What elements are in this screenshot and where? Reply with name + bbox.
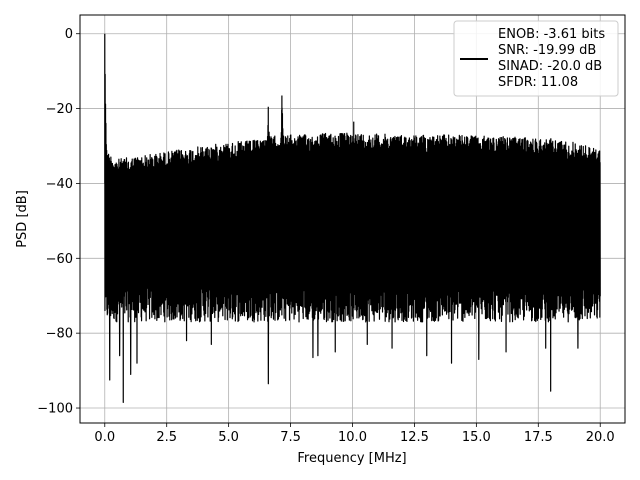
psd-line	[104, 33, 601, 404]
legend-entry-enob: ENOB: -3.61 bits	[498, 27, 605, 42]
x-tick-label: 7.5	[280, 430, 301, 445]
x-tick-label: 17.5	[524, 430, 553, 445]
y-tick-label: −40	[46, 177, 73, 192]
y-axis-label: PSD [dB]	[15, 190, 30, 248]
legend-box	[453, 20, 619, 97]
x-tick-label: 15.0	[462, 430, 491, 445]
y-tick-label: −20	[46, 102, 73, 117]
y-tick-label: −100	[37, 402, 73, 417]
y-tick-label: −60	[46, 252, 73, 267]
y-tick-label: 0	[65, 27, 73, 42]
legend-entry-sfdr: SFDR: 11.08	[498, 75, 578, 90]
legend-entry-sinad: SINAD: -20.0 dB	[498, 59, 602, 74]
x-tick-label: 10.0	[338, 430, 367, 445]
x-tick-label: 0.0	[94, 430, 115, 445]
x-tick-label: 5.0	[218, 430, 239, 445]
axis-ticks: 0.0 2.5 5.0 7.5 10.0 12.5 15.0 17.5 20.0 0 −20 −40 −…	[37, 27, 614, 445]
x-tick-label: 12.5	[400, 430, 429, 445]
y-tick-label: −80	[46, 327, 73, 342]
psd-series	[104, 33, 601, 404]
x-tick-label: 20.0	[586, 430, 615, 445]
x-tick-label: 2.5	[156, 430, 177, 445]
legend: ENOB: -3.61 bits SNR: -19.99 dB SINAD: -…	[453, 20, 619, 97]
legend-entry-snr: SNR: -19.99 dB	[498, 43, 596, 58]
x-axis-label: Frequency [MHz]	[297, 451, 406, 466]
